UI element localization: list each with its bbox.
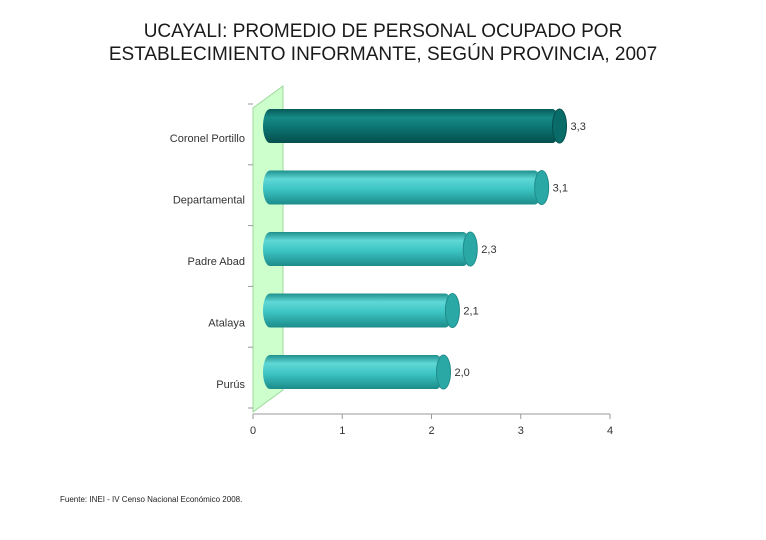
category-label: Purús <box>216 379 245 391</box>
x-tick-label: 3 <box>518 425 524 437</box>
value-label: 2,0 <box>455 367 470 379</box>
bar <box>263 293 453 328</box>
bar-end-cap <box>444 293 460 328</box>
bar <box>263 232 471 266</box>
category-label: Departamental <box>173 195 245 207</box>
x-tick-label: 1 <box>339 425 345 437</box>
x-tick-label: 0 <box>250 425 256 437</box>
bar <box>263 355 444 389</box>
title-line-2: ESTABLECIMIENTO INFORMANTE, SEGÚN PROVIN… <box>108 44 658 65</box>
category-label: Coronel Portillo <box>170 133 245 145</box>
x-tick-label: 4 <box>607 425 613 437</box>
value-label: 3,3 <box>571 121 586 133</box>
bar <box>263 109 560 143</box>
bar-end-cap <box>436 354 451 390</box>
value-label: 2,3 <box>481 244 496 256</box>
bar-end-cap <box>462 231 478 267</box>
chart-title: UCAYALI: PROMEDIO DE PERSONAL OCUPADO PO… <box>0 20 766 66</box>
bar <box>263 170 542 205</box>
bar-end-cap <box>552 108 568 144</box>
source-note: Fuente: INEI - IV Censo Nacional Económi… <box>60 495 243 504</box>
title-line-1: UCAYALI: PROMEDIO DE PERSONAL OCUPADO PO… <box>143 21 623 42</box>
value-label: 2,1 <box>463 306 478 318</box>
x-tick-label: 2 <box>428 425 434 437</box>
value-label: 3,1 <box>553 183 568 195</box>
bar-end-cap <box>534 170 550 205</box>
category-label: Padre Abad <box>188 256 246 268</box>
category-label: Atalaya <box>208 318 246 330</box>
